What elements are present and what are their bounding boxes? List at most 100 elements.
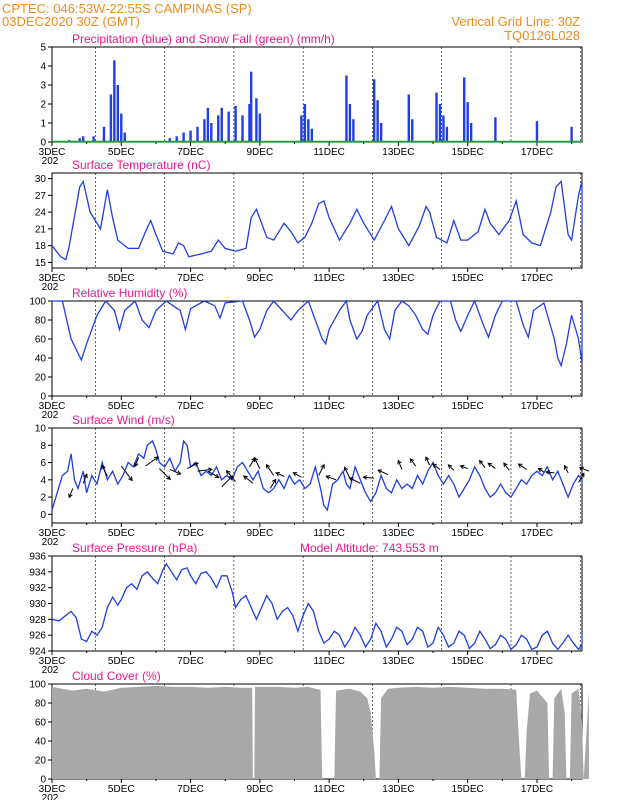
- wind-arrow-shaft: [518, 463, 527, 470]
- y-tick-label: 934: [29, 567, 46, 578]
- precip-bar: [168, 138, 171, 142]
- wind-arrow: [325, 475, 337, 481]
- wind-arrow-shaft: [479, 460, 486, 469]
- wind-arrow: [431, 463, 441, 470]
- wind-arrow: [292, 472, 302, 478]
- precip-bar: [376, 100, 379, 142]
- x-tick-label: 7DEC: [177, 401, 204, 412]
- wind-arrow: [265, 463, 275, 476]
- precip-bar: [442, 115, 445, 142]
- precip-bar: [116, 85, 120, 142]
- panel-cloud: 0 20 40 60 80 100 3DEC 5DEC 7DEC 9DEC 11DEC 13DEC 15…: [29, 669, 589, 800]
- wind-arrow-head: [425, 456, 430, 462]
- panel-frame: [51, 300, 583, 397]
- precip-bar: [300, 115, 303, 142]
- wind-arrow: [269, 478, 277, 489]
- wind-arrow-head: [397, 459, 402, 465]
- wind-arrow: [377, 469, 389, 476]
- wind-arrow-shaft: [546, 471, 555, 474]
- precip-bar: [379, 123, 383, 142]
- wind-arrow-shaft: [145, 456, 159, 467]
- x-tick-label: 7DEC: [177, 528, 204, 539]
- wind-arrow-shaft: [226, 470, 236, 482]
- wind-arrow-head: [214, 473, 220, 479]
- x-tick-label: 11DEC: [313, 401, 345, 412]
- wind-arrow-shaft: [377, 469, 389, 476]
- y-tick-label: 60: [35, 335, 47, 346]
- y-tick-label: 15: [35, 258, 47, 269]
- wind-arrow: [318, 463, 325, 476]
- wind-arrow-shaft: [275, 472, 285, 477]
- panel-title: Surface Wind (m/s): [72, 413, 175, 427]
- y-tick-label: 6: [40, 458, 46, 469]
- y-tick-label: 60: [35, 718, 47, 729]
- wind-arrow-head: [578, 466, 584, 471]
- x-tick-label: 5DEC: [108, 528, 135, 539]
- wind-arrow-head: [225, 469, 231, 475]
- x-tick-label: 13DEC: [382, 147, 414, 158]
- x-tick-label: 9DEC: [246, 784, 273, 795]
- y-tick-label: 40: [35, 354, 47, 365]
- wind-arrow-shaft: [207, 470, 219, 478]
- x-tick-label: 11DEC: [313, 784, 345, 795]
- wind-arrow-head: [292, 472, 298, 477]
- precip-bar: [345, 75, 348, 142]
- x-tick-label: 17DEC: [521, 784, 553, 795]
- wind-arrow-shaft: [293, 472, 302, 478]
- series-line: [51, 439, 583, 512]
- wind-arrow: [578, 472, 585, 483]
- panels: 0 1 2 3 4 5 3DEC 5DEC 7DEC 9DEC 11DEC 13DEC 15DEC 17D…: [29, 32, 590, 800]
- y-tick-label: 20: [35, 373, 47, 384]
- wind-arrow-shaft: [349, 477, 361, 484]
- wind-arrow: [397, 459, 403, 470]
- x-year-label: 202: [42, 793, 59, 800]
- precip-bar: [248, 104, 251, 142]
- precip-bar: [92, 136, 95, 142]
- wind-arrow-shaft: [538, 468, 545, 473]
- wind-arrow-shaft: [503, 462, 510, 471]
- wind-arrow: [159, 468, 171, 481]
- x-tick-label: 3DEC: [39, 273, 66, 284]
- wind-arrow-shaft: [134, 457, 140, 467]
- wind-arrow-head: [265, 463, 271, 469]
- wind-arrow: [447, 464, 455, 471]
- y-tick-label: 0: [40, 392, 46, 403]
- precip-bar: [220, 107, 223, 142]
- precip-bar: [189, 130, 192, 142]
- wind-arrow: [243, 475, 254, 484]
- wind-arrow: [362, 475, 375, 480]
- wind-arrow-shaft: [82, 474, 88, 484]
- y-tick-label: 926: [29, 631, 46, 642]
- wind-arrow: [487, 462, 496, 469]
- y-tick-label: 3: [40, 81, 46, 92]
- header-grid-note: Vertical Grid Line: 30Z: [451, 14, 580, 29]
- y-tick-label: 30: [35, 174, 47, 185]
- wind-arrow: [207, 470, 220, 479]
- x-tick-label: 5DEC: [108, 401, 135, 412]
- precip-bar: [217, 115, 220, 142]
- x-tick-label: 13DEC: [382, 401, 414, 412]
- precip-bar: [234, 105, 237, 142]
- series-line: [52, 299, 583, 368]
- wind-arrow-shaft: [409, 458, 417, 467]
- precip-bar: [372, 79, 376, 142]
- cloud-area: [52, 685, 589, 779]
- wind-arrow: [68, 488, 74, 499]
- precip-bar: [255, 98, 258, 142]
- precip-bar: [241, 115, 244, 142]
- precip-bar: [469, 123, 473, 142]
- wind-arrow: [459, 464, 468, 470]
- y-tick-label: 40: [35, 737, 47, 748]
- precip-bar: [113, 60, 116, 142]
- y-tick-label: 932: [29, 583, 46, 594]
- wind-arrow-head: [537, 467, 543, 473]
- wind-arrow-shaft: [68, 488, 74, 498]
- y-tick-label: 24: [35, 208, 47, 219]
- wind-arrow-shaft: [186, 462, 199, 470]
- x-tick-label: 3DEC: [39, 784, 66, 795]
- wind-arrow-head: [545, 470, 551, 475]
- panel-pres: 924 926 928 930 932 934 936 3DEC 5DEC 7DEC 9DEC 11D…: [29, 541, 583, 676]
- panel-wind: 0 2 4 6 8 10 3DEC 5DEC 7DEC 9DEC 11DEC 13DEC 15DEC 17…: [35, 413, 590, 548]
- y-tick-label: 80: [35, 699, 47, 710]
- wind-arrow-shaft: [318, 464, 325, 476]
